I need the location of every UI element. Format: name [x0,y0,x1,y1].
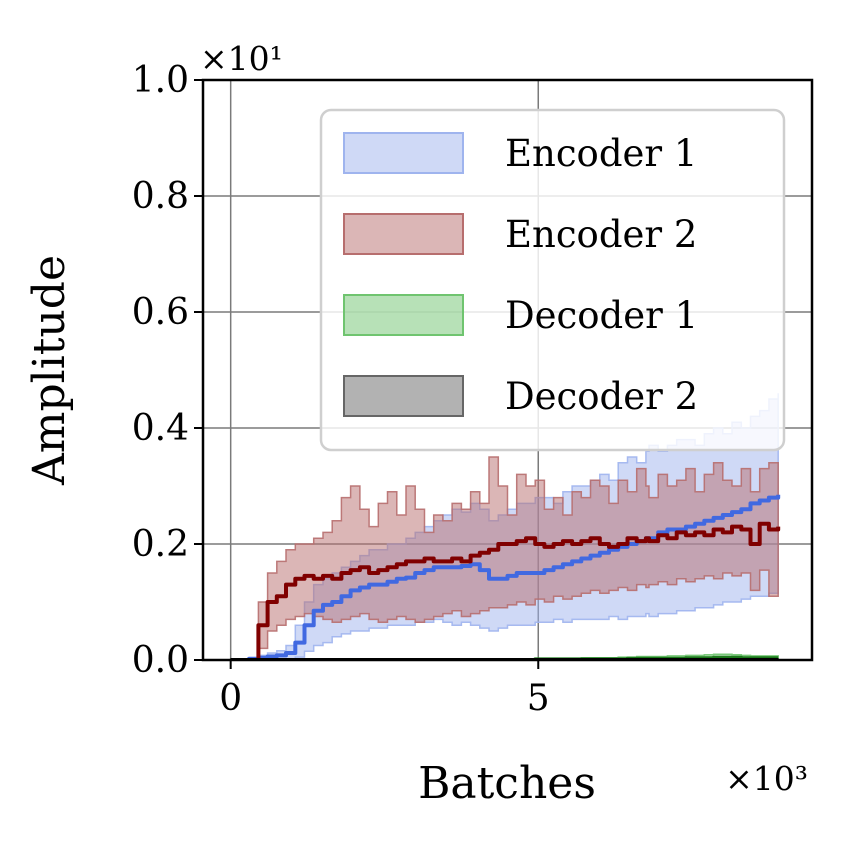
y-axis-label: Amplitude [24,255,75,486]
legend-box [319,108,786,452]
y-tick-label: 0.2 [132,524,189,565]
y-multiplier-label: ×10¹ [200,39,283,78]
mean-lines [230,494,781,660]
plot-frame [201,78,814,662]
encoder-2-legend-label: Encoder 2 [505,213,697,256]
y-tick-label: 0.4 [132,408,189,449]
legend: Encoder 1 Encoder 2 Decoder 1 Decoder 2 [319,108,786,452]
decoder-1-legend-swatch [343,294,464,336]
encoder-2-mean-line [230,521,781,660]
x-tick-label: 0 [219,678,242,719]
encoder-1-legend-label: Encoder 1 [505,132,697,175]
encoder-1-mean-line [230,494,781,660]
y-tick-label: 0.0 [132,640,189,681]
decoder-2-legend-swatch [343,375,464,417]
encoder-1-legend-swatch [343,132,464,174]
x-multiplier-label: ×10³ [725,759,808,798]
x-tick-label: 5 [527,678,550,719]
y-tick-label: 1.0 [132,60,189,101]
decoder-2-legend-label: Decoder 2 [505,375,698,418]
encoder-2-legend-swatch [343,213,464,255]
decoder-1-legend-label: Decoder 1 [505,294,698,337]
y-tick-label: 0.8 [132,176,189,217]
y-tick-label: 0.6 [132,292,189,333]
axis-ticks: 0.0 0.2 0.4 0.6 0.8 1.0 0 5 [132,60,550,719]
x-axis-label: Batches [418,758,596,809]
